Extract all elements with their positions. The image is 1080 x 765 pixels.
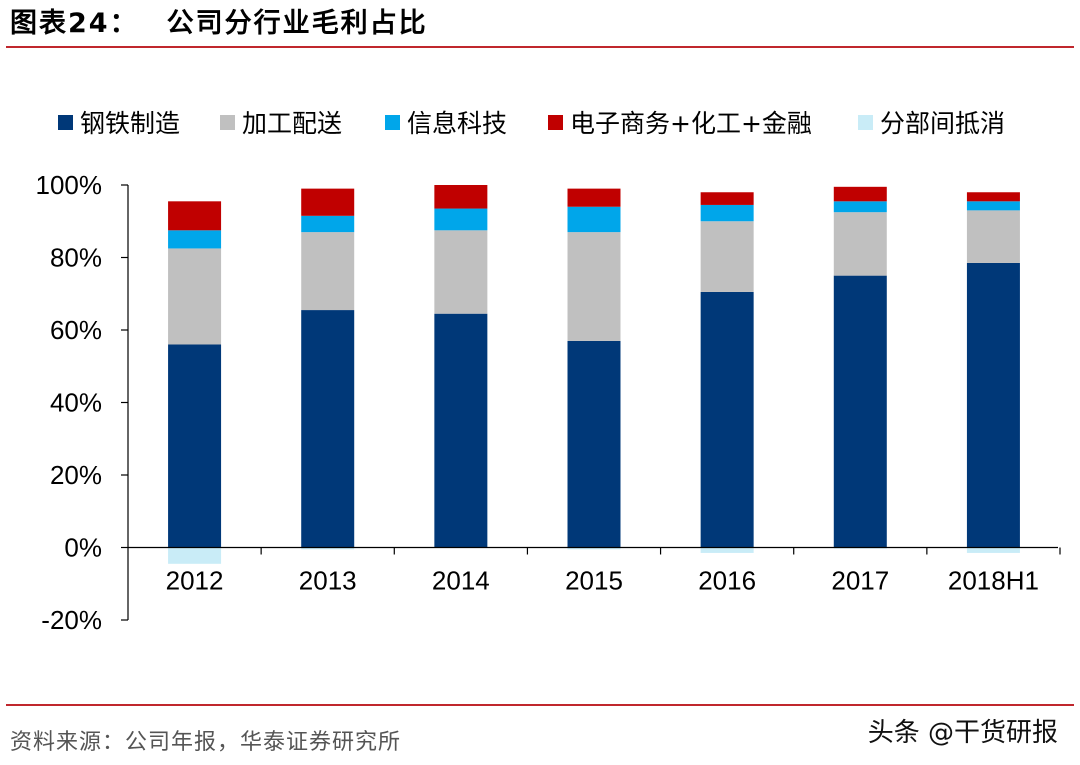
bar-segment — [168, 547, 222, 564]
y-tick-label: 80% — [50, 243, 102, 273]
bar-segment — [301, 188, 355, 216]
bar-segment — [434, 313, 488, 548]
bar-segment — [966, 547, 1020, 553]
bar-segment — [301, 547, 355, 550]
y-tick-label: 60% — [50, 315, 102, 345]
y-tick-label: 100% — [36, 170, 103, 200]
legend-swatch — [385, 115, 400, 130]
legend-label: 加工配送 — [242, 109, 342, 138]
bar-segment — [966, 201, 1020, 211]
bar-segment — [301, 232, 355, 311]
bar-segment — [966, 192, 1020, 202]
source-note: 资料来源：公司年报，华泰证券研究所 — [10, 730, 402, 755]
bar-segment — [700, 221, 754, 292]
bar-segment — [434, 185, 488, 209]
bar-segment — [567, 547, 621, 550]
y-tick-label: 0% — [64, 533, 102, 563]
bar-segment — [567, 188, 621, 207]
header-rule — [6, 46, 1074, 48]
figure-label: 图表24： — [10, 8, 139, 39]
legend-swatch — [548, 115, 563, 130]
bar-segment — [168, 201, 222, 231]
bar-segment — [833, 186, 887, 202]
y-tick-label: -20% — [41, 605, 102, 635]
bar-segment — [966, 262, 1020, 548]
bar-segment — [567, 340, 621, 548]
bar-segment — [700, 291, 754, 548]
bar-segment — [833, 275, 887, 548]
legend-label: 信息科技 — [407, 109, 507, 138]
bar-segment — [700, 204, 754, 222]
x-tick-label: 2012 — [166, 566, 224, 596]
y-tick-label: 40% — [50, 388, 102, 418]
x-tick-label: 2013 — [299, 566, 357, 596]
bar-segment — [434, 208, 488, 231]
bar-segment — [966, 210, 1020, 263]
figure-title-text: 公司分行业毛利占比 — [166, 8, 428, 39]
bar-segment — [833, 201, 887, 213]
figure-title: 图表24： 公司分行业毛利占比 — [10, 4, 428, 44]
bar-segment — [168, 344, 222, 548]
x-tick-label: 2017 — [831, 566, 889, 596]
legend-label: 电子商务+化工+金融 — [570, 109, 812, 138]
y-tick-label: 20% — [50, 460, 102, 490]
bar-segment — [168, 230, 222, 249]
legend-label: 分部间抵消 — [880, 109, 1005, 138]
legend-label: 钢铁制造 — [80, 109, 180, 138]
bar-segment — [700, 192, 754, 205]
bar-segment — [700, 547, 754, 553]
footer-rule — [6, 704, 1074, 706]
watermark: 头条 @干货研报 — [867, 718, 1058, 748]
bar-segment — [567, 232, 621, 341]
bar-segment — [301, 310, 355, 548]
x-tick-label: 2018H1 — [948, 566, 1039, 596]
stacked-bar-chart: 钢铁制造 加工配送 信息科技 电子商务+化工+金融 分部间抵消 2012 2013 2014 2… — [36, 109, 1061, 635]
bar-segment — [301, 215, 355, 233]
legend-swatch — [58, 115, 73, 130]
bar-segment — [168, 248, 222, 345]
legend-swatch — [858, 115, 873, 130]
legend-swatch — [220, 115, 235, 130]
bar-segment — [833, 212, 887, 276]
bar-segment — [434, 230, 488, 314]
bar-segment — [567, 206, 621, 233]
x-tick-label: 2016 — [698, 566, 756, 596]
x-tick-label: 2015 — [565, 566, 623, 596]
x-tick-label: 2014 — [432, 566, 490, 596]
